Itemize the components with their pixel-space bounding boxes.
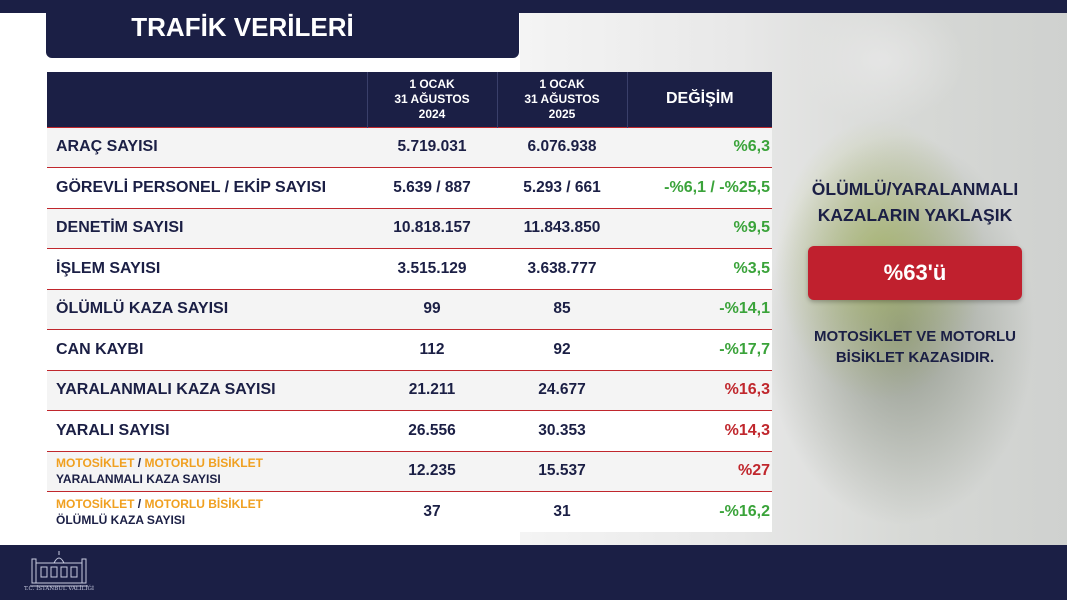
row-label: ÖLÜMLÜ KAZA SAYISI bbox=[47, 288, 367, 330]
label-slash: / bbox=[134, 456, 145, 471]
label-motorcycle: MOTOSİKLET bbox=[56, 456, 135, 471]
header-change: DEĞİŞİM bbox=[627, 72, 772, 127]
table-row: ARAÇ SAYISI 5.719.031 6.076.938 %6,3 bbox=[47, 126, 772, 168]
row-label: YARALANMALI KAZA SAYISI bbox=[47, 369, 367, 411]
table-row: YARALANMALI KAZA SAYISI 21.211 24.677 %1… bbox=[47, 369, 772, 411]
header-2025-line2: 31 AĞUSTOS bbox=[524, 91, 600, 106]
table-row: MOTOSİKLET / MOTORLU BİSİKLET ÖLÜMLÜ KAZ… bbox=[47, 491, 772, 532]
istanbul-governorship-building-icon bbox=[30, 551, 88, 587]
row-label: DENETİM SAYISI bbox=[47, 207, 367, 249]
change-value: %6,3 bbox=[627, 126, 772, 168]
value-2025: 24.677 bbox=[497, 369, 627, 411]
header-label-column bbox=[47, 72, 368, 127]
table-row: DENETİM SAYISI 10.818.157 11.843.850 %9,… bbox=[47, 207, 772, 249]
change-value: %3,5 bbox=[627, 248, 772, 289]
table-row: YARALI SAYISI 26.556 30.353 %14,3 bbox=[47, 410, 772, 451]
change-value: %16,3 bbox=[627, 369, 772, 411]
change-value: -%17,7 bbox=[627, 329, 772, 370]
label-sub: ÖLÜMLÜ KAZA SAYISI bbox=[56, 513, 186, 527]
value-2024: 37 bbox=[367, 491, 497, 532]
value-2025: 31 bbox=[497, 491, 627, 532]
change-value: %27 bbox=[627, 450, 772, 492]
table-header-row: 1 OCAK 31 AĞUSTOS 2024 1 OCAK 31 AĞUSTOS… bbox=[47, 72, 772, 127]
header-2025: 1 OCAK 31 AĞUSTOS 2025 bbox=[497, 72, 628, 127]
row-label: CAN KAYBI bbox=[47, 329, 367, 370]
table-row: CAN KAYBI 112 92 -%17,7 bbox=[47, 329, 772, 370]
logo-text: T.C. İSTANBUL VALİLİĞİ bbox=[23, 586, 95, 592]
side-heading-line1: ÖLÜMLÜ/YARALANMALI bbox=[811, 179, 1019, 199]
label-motor-bicycle: MOTORLU BİSİKLET bbox=[144, 456, 263, 471]
row-label: MOTOSİKLET / MOTORLU BİSİKLET YARALANMAL… bbox=[47, 450, 367, 492]
header-2024: 1 OCAK 31 AĞUSTOS 2024 bbox=[367, 72, 498, 127]
side-footnote: MOTOSİKLET VE MOTORLU BİSİKLET KAZASIDIR… bbox=[790, 326, 1040, 368]
value-2025: 30.353 bbox=[497, 410, 627, 451]
value-2025: 92 bbox=[497, 329, 627, 370]
value-2024: 21.211 bbox=[367, 369, 497, 411]
value-2025: 15.537 bbox=[497, 450, 627, 492]
value-2025: 3.638.777 bbox=[497, 248, 627, 289]
row-label: GÖREVLİ PERSONEL / EKİP SAYISI bbox=[47, 167, 367, 208]
change-value: -%14,1 bbox=[627, 288, 772, 330]
label-motor-bicycle: MOTORLU BİSİKLET bbox=[144, 497, 263, 511]
value-2024: 5.639 / 887 bbox=[367, 167, 497, 208]
table-row: MOTOSİKLET / MOTORLU BİSİKLET YARALANMAL… bbox=[47, 450, 772, 492]
table-row: GÖREVLİ PERSONEL / EKİP SAYISI 5.639 / 8… bbox=[47, 167, 772, 208]
value-2025: 6.076.938 bbox=[497, 126, 627, 168]
traffic-data-table: 1 OCAK 31 AĞUSTOS 2024 1 OCAK 31 AĞUSTOS… bbox=[47, 72, 772, 532]
page-title: TRAFİK VERİLERİ bbox=[46, 0, 519, 58]
table-row: ÖLÜMLÜ KAZA SAYISI 99 85 -%14,1 bbox=[47, 288, 772, 330]
header-2024-line3: 2024 bbox=[418, 106, 446, 121]
row-label: YARALI SAYISI bbox=[47, 410, 367, 451]
label-sub: YARALANMALI KAZA SAYISI bbox=[56, 472, 221, 487]
header-2025-line1: 1 OCAK bbox=[539, 76, 585, 91]
label-slash: / bbox=[134, 497, 145, 511]
side-heading: ÖLÜMLÜ/YARALANMALI KAZALARIN YAKLAŞIK bbox=[790, 176, 1040, 228]
value-2024: 26.556 bbox=[367, 410, 497, 451]
change-value: %9,5 bbox=[627, 207, 772, 249]
value-2024: 10.818.157 bbox=[367, 207, 497, 249]
table-row: İŞLEM SAYISI 3.515.129 3.638.777 %3,5 bbox=[47, 248, 772, 289]
row-label: ARAÇ SAYISI bbox=[47, 126, 367, 168]
percentage-badge: %63'ü bbox=[808, 246, 1022, 300]
value-2025: 85 bbox=[497, 288, 627, 330]
value-2025: 5.293 / 661 bbox=[497, 167, 627, 208]
header-2024-line2: 31 AĞUSTOS bbox=[394, 91, 470, 106]
side-heading-line2: KAZALARIN YAKLAŞIK bbox=[817, 205, 1013, 225]
row-label: İŞLEM SAYISI bbox=[47, 248, 367, 289]
value-2024: 3.515.129 bbox=[367, 248, 497, 289]
value-2024: 12.235 bbox=[367, 450, 497, 492]
bottom-bar bbox=[0, 545, 1067, 600]
side-foot-line2: BİSİKLET KAZASIDIR. bbox=[835, 349, 995, 366]
change-value: -%16,2 bbox=[627, 491, 772, 532]
value-2025: 11.843.850 bbox=[497, 207, 627, 249]
label-motorcycle: MOTOSİKLET bbox=[56, 497, 135, 511]
value-2024: 99 bbox=[367, 288, 497, 330]
header-2025-line3: 2025 bbox=[548, 106, 576, 121]
change-value: %14,3 bbox=[627, 410, 772, 451]
value-2024: 112 bbox=[367, 329, 497, 370]
value-2024: 5.719.031 bbox=[367, 126, 497, 168]
side-foot-line1: MOTOSİKLET VE MOTORLU bbox=[814, 328, 1016, 345]
change-value: -%6,1 / -%25,5 bbox=[627, 167, 772, 208]
header-2024-line1: 1 OCAK bbox=[409, 76, 455, 91]
row-label: MOTOSİKLET / MOTORLU BİSİKLET ÖLÜMLÜ KAZ… bbox=[47, 491, 367, 532]
